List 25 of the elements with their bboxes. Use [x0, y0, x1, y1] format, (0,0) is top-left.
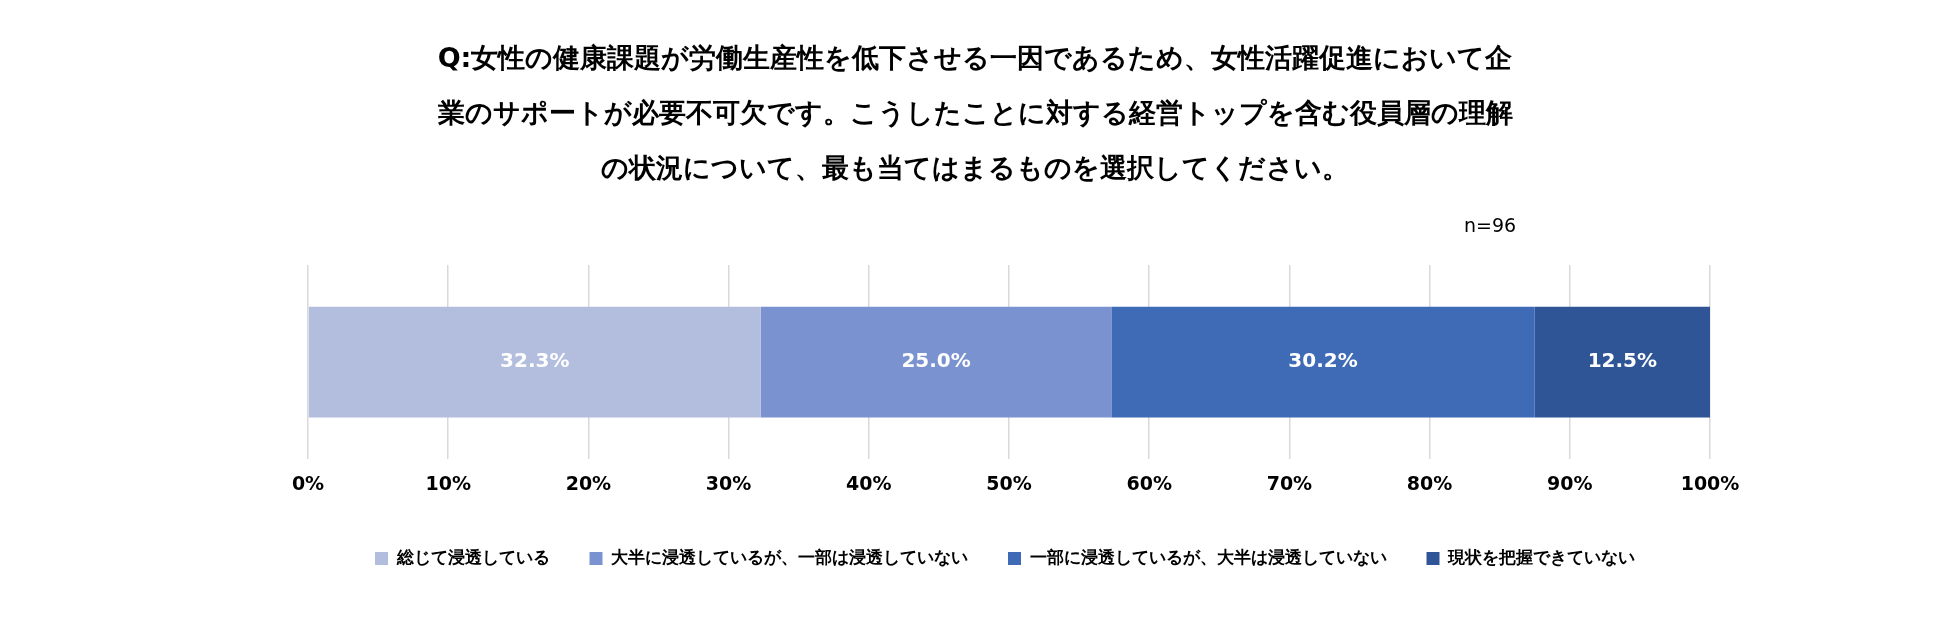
x-tick-label: 40%	[846, 471, 892, 494]
x-tick-label: 10%	[425, 471, 471, 494]
legend-label: 現状を把握できていない	[1447, 546, 1635, 567]
data-label: 25.0%	[901, 348, 971, 373]
text: n=96	[1463, 213, 1517, 236]
bar	[1534, 306, 1710, 418]
legend-label: 大半に浸透しているが、一部は浸透していない	[611, 546, 968, 567]
x-tick-label: 70%	[1266, 471, 1313, 494]
x-tick-label: 90%	[1547, 471, 1593, 494]
data-label: 32.3%	[500, 348, 570, 373]
legend-label: 一部に浸透しているが、大半は浸透していない	[1029, 546, 1387, 567]
x-tick-label: 30%	[705, 471, 752, 494]
bar	[760, 306, 1112, 418]
bar	[308, 306, 761, 418]
x-tick-label: 0%	[291, 471, 325, 494]
x-tick-label: 100%	[1680, 471, 1740, 494]
chart-title: Q:女性の健康課題が労働生産性を低下させる一因であるため、女性活躍促進において企業のサポートが必要不可欠です。こうしたことに対する経営トップを含む役員層の理解の状況について、最も当てはまるものを選択してください。	[436, 41, 1514, 185]
x-tick-label: 20%	[565, 471, 612, 494]
x-tick-label: 50%	[986, 471, 1032, 494]
bar	[1111, 306, 1535, 418]
x-tick-label: 60%	[1126, 471, 1172, 494]
data-label: 30.2%	[1288, 348, 1358, 373]
x-tick-label: 80%	[1406, 471, 1453, 494]
legend-label: 総じて浸透している	[395, 546, 550, 567]
data-label: 12.5%	[1587, 348, 1658, 373]
